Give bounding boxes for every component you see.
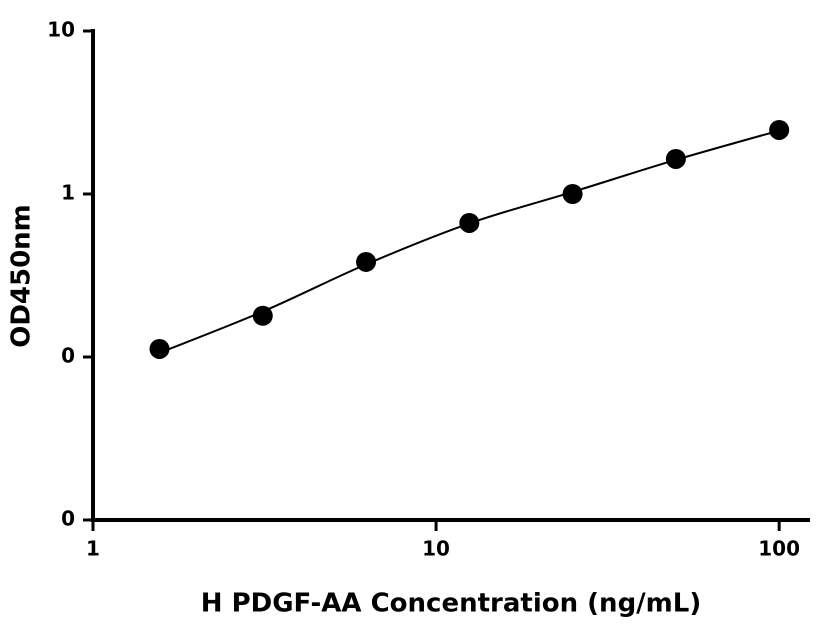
data-point	[252, 305, 273, 326]
y-tick-label: 1	[61, 181, 75, 205]
y-tick-label: 10	[47, 18, 75, 42]
x-axis-title: H PDGF-AA Concentration (ng/mL)	[201, 589, 701, 619]
data-point	[562, 184, 583, 204]
y-tick-label: 0	[61, 507, 75, 531]
x-tick-label: 100	[758, 537, 800, 561]
data-point	[149, 338, 170, 359]
y-axis-title: OD450nm	[7, 204, 37, 348]
data-point	[769, 119, 790, 140]
x-tick-label: 10	[422, 537, 450, 561]
fit-curve	[159, 129, 780, 354]
y-tick-label: 0	[61, 344, 75, 368]
x-tick-label: 1	[86, 537, 100, 561]
